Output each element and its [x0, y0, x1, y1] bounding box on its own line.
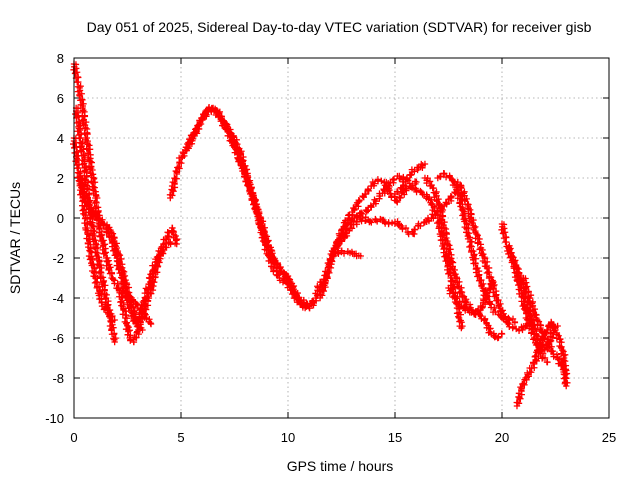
series-arc-5 — [318, 160, 429, 292]
marker-trace — [182, 106, 317, 310]
marker-trace — [451, 178, 536, 334]
series-tail-3 — [513, 318, 571, 410]
marker-trace — [513, 318, 571, 410]
y-tick-label: -6 — [52, 331, 64, 346]
series-arc-6 — [327, 214, 418, 258]
marker-trace — [117, 284, 155, 328]
y-tick-label: 2 — [57, 171, 64, 186]
chart-title: Day 051 of 2025, Sidereal Day-to-day VTE… — [87, 19, 592, 35]
x-tick-label: 5 — [177, 430, 184, 445]
marker-trace — [520, 274, 561, 348]
y-tick-label: 4 — [57, 131, 64, 146]
y-tick-label: 8 — [57, 51, 64, 66]
series-track-5 — [117, 284, 155, 328]
y-tick-label: -2 — [52, 251, 64, 266]
x-tick-label: 20 — [495, 430, 509, 445]
marker-trace — [391, 181, 466, 332]
series-main-arc-2 — [182, 106, 317, 310]
marker-trace — [318, 160, 429, 292]
series-descent-5 — [445, 278, 497, 318]
y-tick-label: -10 — [45, 411, 64, 426]
y-tick-label: 0 — [57, 211, 64, 226]
y-tick-label: -8 — [52, 371, 64, 386]
series-main-arc-3 — [199, 103, 309, 312]
data-points — [69, 60, 571, 410]
x-tick-label: 10 — [281, 430, 295, 445]
y-tick-label: 6 — [57, 91, 64, 106]
marker-trace — [72, 104, 119, 346]
x-tick-label: 0 — [70, 430, 77, 445]
series-track-6 — [90, 208, 146, 334]
series-descent-1 — [391, 181, 466, 332]
marker-trace — [90, 208, 146, 334]
marker-trace — [199, 103, 309, 312]
series-tail-4 — [520, 274, 561, 348]
grid-lines — [74, 58, 609, 418]
x-tick-label: 25 — [602, 430, 616, 445]
series-track-2 — [72, 104, 119, 346]
series-descent-4 — [451, 178, 536, 334]
series-arc-4 — [316, 176, 420, 302]
marker-trace — [331, 247, 364, 260]
y-axis-label: SDTVAR / TECUs — [7, 182, 23, 294]
x-tick-label: 15 — [388, 430, 402, 445]
x-axis-label: GPS time / hours — [287, 458, 394, 474]
marker-trace — [445, 278, 497, 318]
plot-frame — [73, 57, 610, 419]
marker-trace — [316, 176, 420, 302]
series-arc-7 — [331, 247, 364, 260]
y-tick-label: -4 — [52, 291, 64, 306]
marker-trace — [327, 214, 418, 258]
